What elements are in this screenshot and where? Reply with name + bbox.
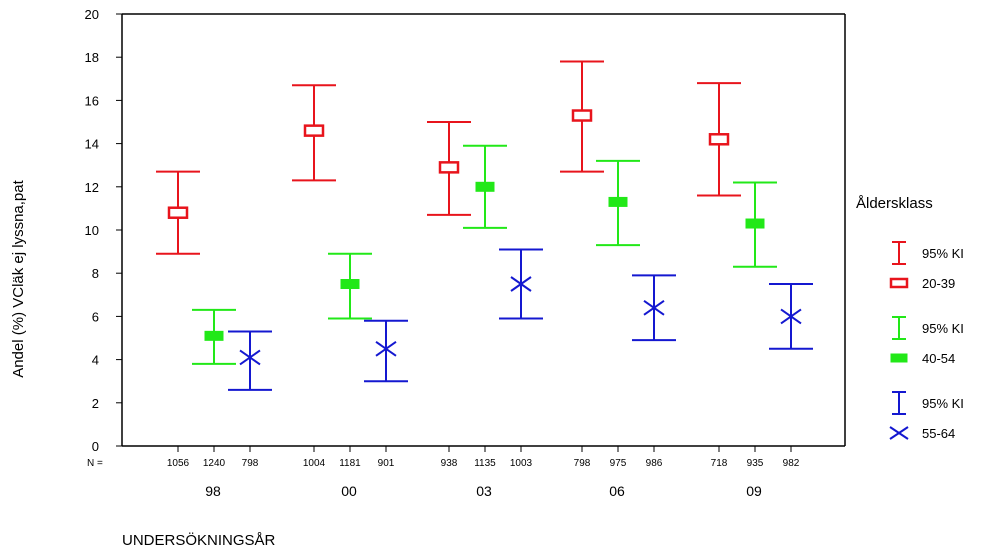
legend-title: Åldersklass xyxy=(856,195,933,212)
mean-marker xyxy=(167,206,189,219)
legend-series-label-55-64: 55-64 xyxy=(922,426,955,441)
errorbar-40-54-03 xyxy=(463,144,507,229)
n-value-20-39-00: 1004 xyxy=(303,458,326,469)
y-tick-label-4: 8 xyxy=(92,266,99,281)
n-value-55-64-00: 901 xyxy=(378,458,395,469)
n-value-55-64-09: 982 xyxy=(783,458,800,469)
n-value-40-54-00: 1181 xyxy=(339,458,361,469)
legend: 95% KI 20-39 95% KI 40-54 95% KI 55-64 xyxy=(889,241,964,441)
mean-marker-b xyxy=(510,276,532,292)
legend-ci-label-40-54: 95% KI xyxy=(922,321,964,336)
errorbar-20-39-00 xyxy=(292,84,336,182)
n-value-55-64-98: 798 xyxy=(242,458,259,469)
errorbar-55-64-98 xyxy=(228,330,272,391)
legend-marker-b xyxy=(889,426,909,440)
errorbar-55-64-03 xyxy=(499,248,543,320)
x-category-label-1: 00 xyxy=(341,483,357,499)
errorbar-40-54-09 xyxy=(733,181,777,268)
mean-marker-b xyxy=(375,340,397,357)
legend-ci-glyph-55-64 xyxy=(892,391,906,415)
mean-marker-b xyxy=(643,299,665,316)
errorbar-40-54-00 xyxy=(328,252,372,320)
mean-marker xyxy=(745,218,765,229)
n-value-55-64-03: 1003 xyxy=(510,458,533,469)
errorbar-40-54-98 xyxy=(192,308,236,365)
legend-marker xyxy=(890,353,908,363)
n-value-40-54-09: 935 xyxy=(747,458,764,469)
mean-marker xyxy=(303,124,325,137)
data-marks xyxy=(156,60,813,391)
x-axis: 98 1056 1240 798 00 1004 1181 901 03 938 1135 1003 0… xyxy=(167,446,800,499)
x-category-label-2: 03 xyxy=(476,483,492,499)
errorbar-20-39-98 xyxy=(156,170,200,255)
legend-ci-label-20-39: 95% KI xyxy=(922,246,964,261)
n-value-20-39-06: 798 xyxy=(574,458,591,469)
legend-series-label-40-54: 40-54 xyxy=(922,351,955,366)
legend-ci-label-55-64: 95% KI xyxy=(922,396,964,411)
y-tick-label-9: 18 xyxy=(85,50,99,65)
x-axis-label: UNDERSÖKNINGSÅR xyxy=(122,531,276,549)
errorbar-55-64-09 xyxy=(769,283,813,350)
legend-marker-glyph-20-39 xyxy=(889,277,909,289)
y-axis: 0 2 4 6 8 10 12 14 16 18 20 xyxy=(85,7,122,454)
legend-marker-glyph-40-54 xyxy=(890,353,908,363)
mean-marker xyxy=(475,181,495,192)
n-value-40-54-06: 975 xyxy=(610,458,627,469)
y-tick-label-8: 16 xyxy=(85,93,99,108)
legend-ci-glyph-40-54 xyxy=(892,316,906,340)
y-tick-label-2: 4 xyxy=(92,353,99,368)
y-tick-label-7: 14 xyxy=(85,137,99,152)
errorbar-55-64-06 xyxy=(632,274,676,342)
x-category-label-4: 09 xyxy=(746,483,762,499)
x-category-label-3: 06 xyxy=(609,483,625,499)
errorbar-40-54-06 xyxy=(596,159,640,247)
n-label: N = xyxy=(87,458,103,469)
errorbar-20-39-03 xyxy=(427,121,471,216)
mean-marker xyxy=(340,279,360,289)
legend-ci-glyph-20-39 xyxy=(892,241,906,265)
y-tick-label-5: 10 xyxy=(85,223,99,238)
y-tick-label-0: 0 xyxy=(92,439,99,454)
mean-marker xyxy=(708,133,730,146)
y-tick-label-6: 12 xyxy=(85,180,99,195)
legend-series-label-20-39: 20-39 xyxy=(922,276,955,291)
n-value-40-54-03: 1135 xyxy=(474,458,496,469)
errorbar-20-39-06 xyxy=(560,60,604,173)
y-tick-label-3: 6 xyxy=(92,309,99,324)
n-value-20-39-03: 938 xyxy=(441,458,458,469)
mean-marker xyxy=(571,109,593,122)
plot-frame xyxy=(121,13,846,447)
n-value-20-39-09: 718 xyxy=(711,458,728,469)
mean-marker xyxy=(204,330,224,341)
y-axis-label: Andel (%) VCläk ej lyssna,pat xyxy=(10,179,27,377)
y-tick-label-1: 2 xyxy=(92,396,99,411)
y-tick-label-10: 20 xyxy=(85,7,99,22)
mean-marker-b xyxy=(239,349,261,366)
mean-marker xyxy=(438,161,460,174)
mean-marker xyxy=(608,196,628,207)
x-category-label-0: 98 xyxy=(205,483,221,499)
legend-marker-glyph-55-64 xyxy=(889,426,909,440)
errorbar-55-64-00 xyxy=(364,319,408,383)
legend-marker xyxy=(889,277,909,289)
n-value-40-54-98: 1240 xyxy=(203,458,226,469)
n-value-20-39-98: 1056 xyxy=(167,458,190,469)
n-value-55-64-06: 986 xyxy=(646,458,663,469)
errorbar-20-39-09 xyxy=(697,82,741,197)
mean-marker-b xyxy=(780,308,802,325)
